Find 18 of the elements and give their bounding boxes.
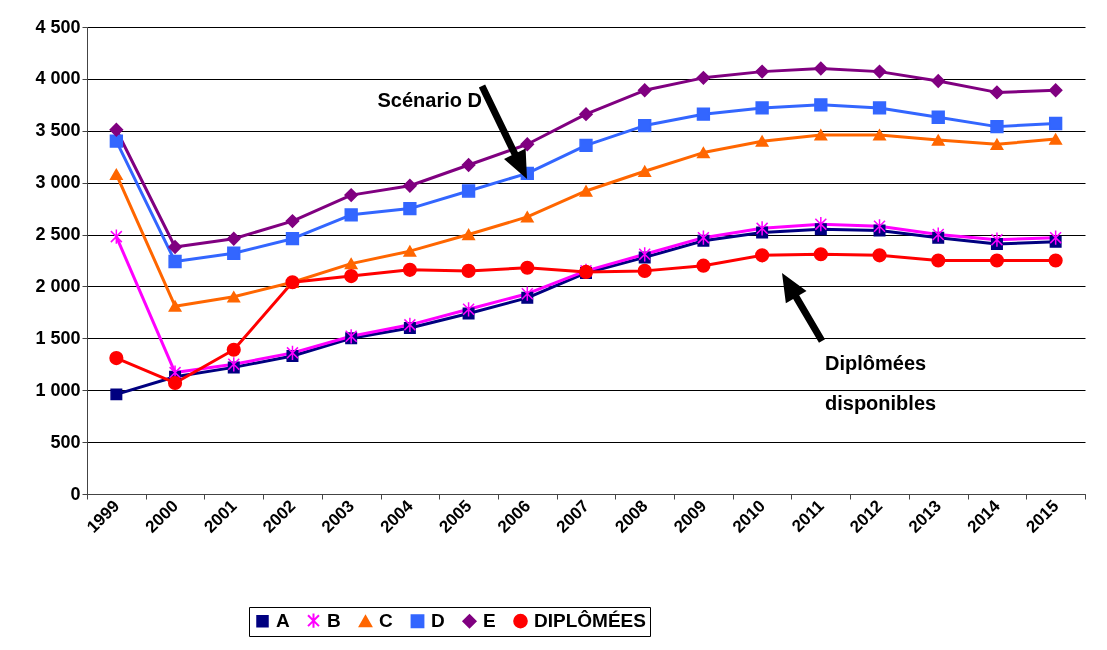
y-tick-label: 0: [70, 483, 81, 504]
y-tick-label: 500: [50, 431, 81, 452]
legend-label: B: [327, 609, 341, 631]
legend-label: DIPLÔMÉES: [534, 610, 646, 632]
annotation: Diplômées disponibles: [825, 352, 937, 414]
y-tick-label: 3 000: [35, 172, 81, 193]
y-tick-label: 1 000: [35, 379, 81, 400]
y-tick-label: 2 500: [35, 224, 81, 245]
y-tick-label: 2 000: [35, 275, 81, 296]
y-tick-label: 4 500: [35, 16, 81, 37]
y-tick-label: 3 500: [35, 120, 81, 141]
legend-label: A: [276, 610, 290, 632]
y-tick-label: 1 500: [35, 327, 81, 348]
legend-label: E: [483, 610, 496, 632]
y-tick-label: 4 000: [35, 68, 81, 89]
annotation: Scénario D: [377, 89, 482, 111]
legend-label: D: [431, 610, 445, 632]
legend-label: C: [379, 610, 393, 632]
